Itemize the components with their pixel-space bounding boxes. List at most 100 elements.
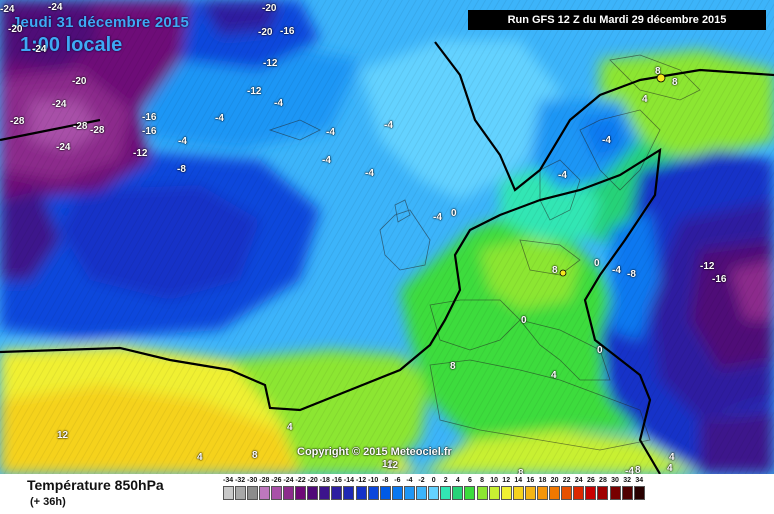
map-canvas xyxy=(0,0,774,474)
isotherm-label: -4 xyxy=(322,155,331,166)
scale-value: 0 xyxy=(431,477,436,484)
isotherm-label: -12 xyxy=(700,261,715,272)
isotherm-label: 8 xyxy=(672,77,678,88)
scale-swatch xyxy=(246,486,258,500)
isotherm-label: -24 xyxy=(52,99,67,110)
isotherm-label: 4 xyxy=(287,422,293,433)
scale-swatch xyxy=(549,486,561,500)
scale-step: 34 xyxy=(633,476,645,500)
isotherm-label: -16 xyxy=(142,126,157,137)
copyright-notice: Copyright © 2015 Meteociel.fr xyxy=(297,446,452,458)
scale-step: 26 xyxy=(585,476,597,500)
isotherm-label: -4 xyxy=(326,127,335,138)
isotherm-label: -24 xyxy=(32,44,47,55)
scale-step: 8 xyxy=(476,476,488,500)
forecast-range: (+ 36h) xyxy=(30,496,66,508)
isotherm-label: -4 xyxy=(384,120,393,131)
isotherm-label: -16 xyxy=(280,26,295,37)
isotherm-label: -28 xyxy=(90,125,105,136)
scale-swatch xyxy=(428,486,440,500)
scale-step: -4 xyxy=(403,476,415,500)
scale-step: -34 xyxy=(222,476,234,500)
scale-step: 2 xyxy=(440,476,452,500)
scale-step: -10 xyxy=(367,476,379,500)
isotherm-label: -24 xyxy=(0,4,15,15)
isotherm-label: 0 xyxy=(597,345,603,356)
scale-value: -24 xyxy=(283,477,294,484)
scale-swatch xyxy=(452,486,464,500)
scale-value: -4 xyxy=(406,477,413,484)
isotherm-label: -12 xyxy=(133,148,148,159)
scale-step: 28 xyxy=(597,476,609,500)
scale-value: -28 xyxy=(259,477,270,484)
scale-swatch xyxy=(222,486,234,500)
isotherm-label: -24 xyxy=(56,142,71,153)
scale-swatch xyxy=(391,486,403,500)
scale-value: -2 xyxy=(418,477,425,484)
scale-step: 32 xyxy=(621,476,633,500)
isotherm-label: -4 xyxy=(178,136,187,147)
scale-value: 22 xyxy=(562,477,571,484)
scale-value: 34 xyxy=(635,477,644,484)
scale-value: -18 xyxy=(319,477,330,484)
scale-swatch xyxy=(464,486,476,500)
scale-swatch xyxy=(379,486,391,500)
scale-step: -8 xyxy=(379,476,391,500)
scale-value: 8 xyxy=(480,477,484,484)
scale-value: 26 xyxy=(586,477,595,484)
scale-step: -6 xyxy=(391,476,403,500)
forecast-date: Jeudi 31 décembre 2015 xyxy=(12,14,190,31)
forecast-time: 1:00 locale xyxy=(20,34,123,56)
isotherm-label: -20 xyxy=(262,3,277,14)
scale-swatch xyxy=(367,486,379,500)
scale-value: -22 xyxy=(295,477,306,484)
scale-value: -32 xyxy=(235,477,246,484)
scale-value: -34 xyxy=(222,477,234,484)
scale-swatch xyxy=(609,486,621,500)
scale-swatch xyxy=(585,486,597,500)
scale-step: -20 xyxy=(307,476,319,500)
model-run-label: Run GFS 12 Z du Mardi 29 décembre 2015 xyxy=(468,10,766,30)
scale-step: -22 xyxy=(295,476,307,500)
scale-value: -20 xyxy=(307,477,318,484)
scale-swatch xyxy=(355,486,367,500)
isotherm-label: 12 xyxy=(387,460,399,471)
scale-step: 14 xyxy=(512,476,524,500)
scale-value: 4 xyxy=(455,477,460,484)
scale-step: -14 xyxy=(343,476,355,500)
scale-step: 20 xyxy=(549,476,561,500)
scale-swatch xyxy=(573,486,585,500)
scale-swatch xyxy=(270,486,282,500)
isotherm-label: -4 xyxy=(602,135,611,146)
isotherm-label: -4 xyxy=(625,466,634,474)
scale-value: 28 xyxy=(599,477,607,484)
temperature-scale: -34 -32 -30 -28 -26 -24 -22 -20 -18 -16 -14 -12 -10-… xyxy=(222,476,645,500)
scale-swatch xyxy=(488,486,500,500)
temperature-map: Jeudi 31 décembre 2015 1:00 locale Run G… xyxy=(0,0,774,474)
isotherm-label: -20 xyxy=(72,76,87,87)
isotherm-label: -20 xyxy=(258,27,273,38)
scale-step: -28 xyxy=(258,476,270,500)
isotherm-label: -16 xyxy=(712,274,727,285)
scale-value: 24 xyxy=(574,477,583,484)
scale-value: 16 xyxy=(526,477,535,484)
isotherm-label: -4 xyxy=(274,98,283,109)
isotherm-label: -28 xyxy=(73,121,88,132)
scale-step: 4 xyxy=(452,476,464,500)
scale-swatch xyxy=(343,486,355,500)
isotherm-label: -20 xyxy=(8,24,23,35)
isotherm-label: -8 xyxy=(627,269,636,280)
scale-value: 6 xyxy=(467,477,472,484)
isotherm-label: -4 xyxy=(612,265,621,276)
scale-swatch xyxy=(283,486,295,500)
scale-step: -30 xyxy=(246,476,258,500)
scale-step: 30 xyxy=(609,476,621,500)
scale-swatch xyxy=(307,486,319,500)
scale-value: -30 xyxy=(247,477,258,484)
isotherm-label: 0 xyxy=(451,208,457,219)
isotherm-label: 12 xyxy=(382,459,394,470)
scale-swatch xyxy=(476,486,488,500)
scale-step: -2 xyxy=(416,476,428,500)
scale-swatch xyxy=(536,486,548,500)
isotherm-label: 8 xyxy=(635,465,641,474)
